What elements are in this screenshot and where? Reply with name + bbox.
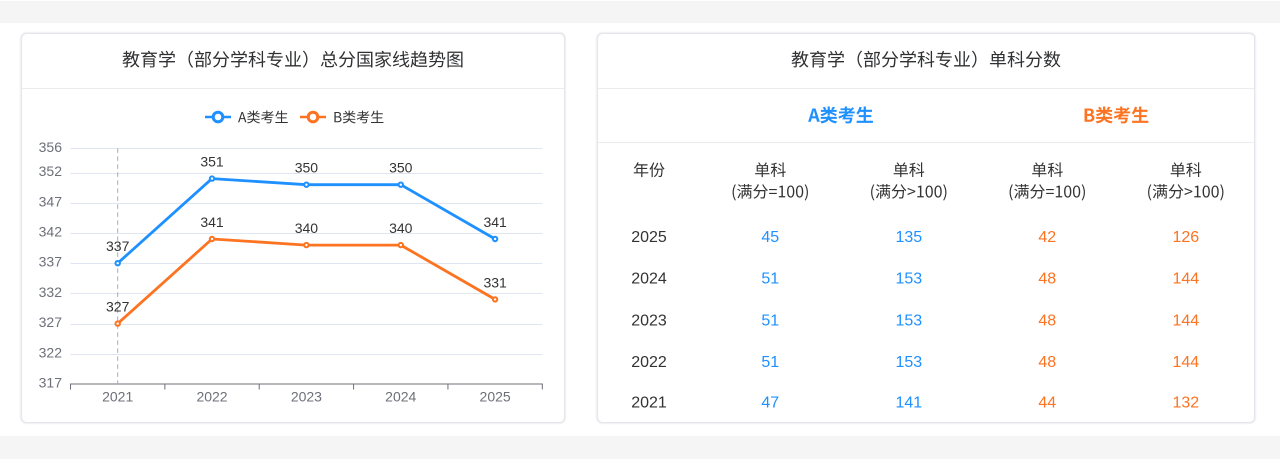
svg-text:144: 144 <box>1172 312 1199 329</box>
svg-text:126: 126 <box>1172 229 1199 246</box>
svg-text:48: 48 <box>1038 312 1056 329</box>
svg-text:2021: 2021 <box>631 394 667 411</box>
svg-text:327: 327 <box>106 299 130 315</box>
svg-text:340: 340 <box>295 220 319 236</box>
svg-text:153: 153 <box>895 354 922 371</box>
svg-text:135: 135 <box>895 229 922 246</box>
svg-text:2024: 2024 <box>385 389 416 405</box>
svg-text:356: 356 <box>39 139 63 155</box>
svg-text:341: 341 <box>483 214 507 230</box>
svg-text:51: 51 <box>761 312 779 329</box>
svg-text:141: 141 <box>895 394 922 411</box>
svg-text:48: 48 <box>1038 354 1056 371</box>
svg-text:2022: 2022 <box>196 389 227 405</box>
svg-text:350: 350 <box>389 160 413 176</box>
svg-text:51: 51 <box>761 354 779 371</box>
svg-text:44: 44 <box>1038 394 1056 411</box>
svg-text:2023: 2023 <box>291 389 322 405</box>
svg-text:2024: 2024 <box>631 271 667 288</box>
svg-text:48: 48 <box>1038 271 1056 288</box>
svg-text:2025: 2025 <box>631 229 667 246</box>
svg-text:144: 144 <box>1172 271 1199 288</box>
svg-text:352: 352 <box>39 163 63 179</box>
svg-text:153: 153 <box>895 271 922 288</box>
svg-text:144: 144 <box>1172 354 1199 371</box>
svg-text:350: 350 <box>295 160 319 176</box>
svg-text:351: 351 <box>200 154 224 170</box>
svg-text:342: 342 <box>39 224 63 240</box>
svg-text:332: 332 <box>39 284 63 300</box>
svg-text:2023: 2023 <box>631 312 667 329</box>
svg-text:337: 337 <box>39 254 63 270</box>
svg-text:153: 153 <box>895 312 922 329</box>
svg-text:347: 347 <box>39 193 63 209</box>
svg-text:322: 322 <box>39 344 63 360</box>
svg-text:2022: 2022 <box>631 354 667 371</box>
svg-text:341: 341 <box>200 214 224 230</box>
svg-text:2021: 2021 <box>102 389 133 405</box>
svg-text:317: 317 <box>39 375 63 391</box>
svg-text:337: 337 <box>106 238 130 254</box>
svg-text:2025: 2025 <box>480 389 511 405</box>
svg-text:331: 331 <box>483 274 507 290</box>
svg-text:340: 340 <box>389 220 413 236</box>
svg-text:132: 132 <box>1172 394 1199 411</box>
svg-text:45: 45 <box>761 229 779 246</box>
svg-text:42: 42 <box>1038 229 1056 246</box>
svg-text:327: 327 <box>39 314 63 330</box>
svg-text:47: 47 <box>761 394 779 411</box>
svg-text:51: 51 <box>761 271 779 288</box>
